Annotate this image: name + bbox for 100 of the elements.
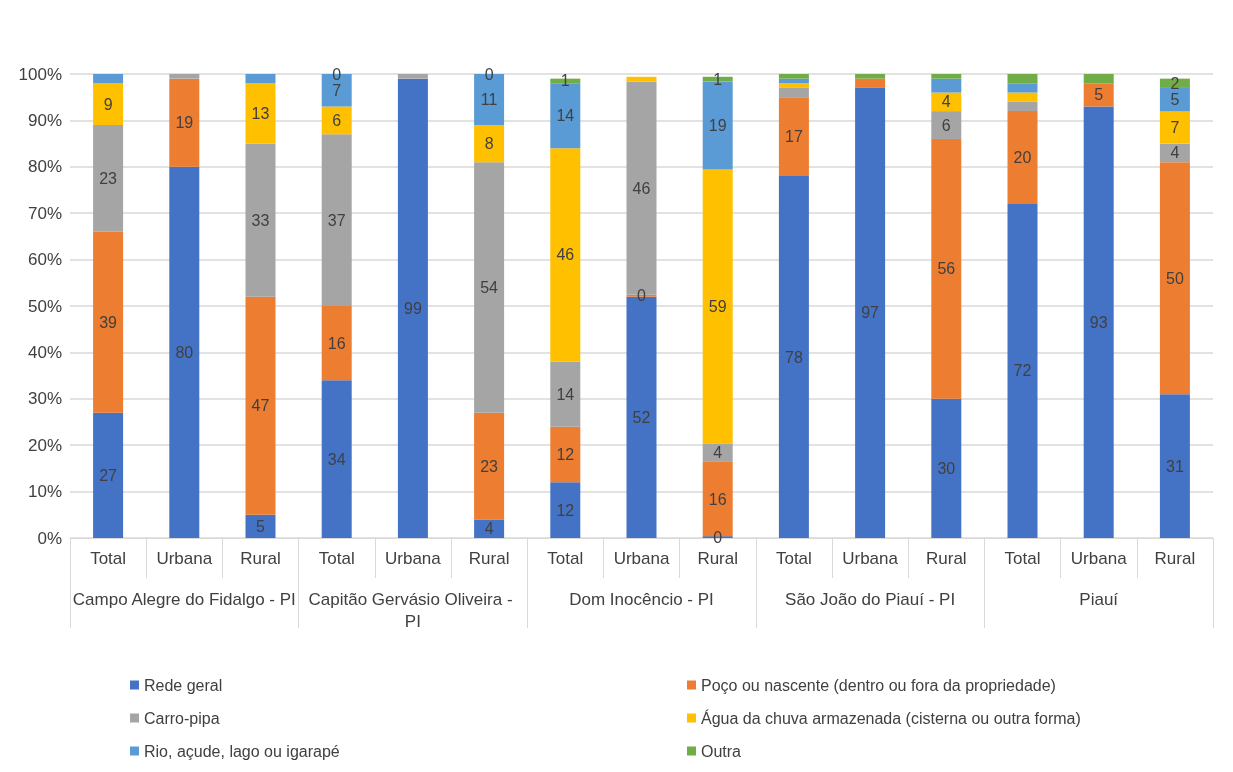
bar	[1007, 111, 1038, 204]
data-label: 78	[785, 348, 803, 366]
data-label: 52	[632, 408, 651, 426]
bar	[702, 169, 733, 444]
bar	[778, 97, 809, 177]
data-label: 6	[332, 111, 342, 129]
y-tick-label: 10%	[27, 482, 62, 502]
bar	[1007, 101, 1038, 112]
bar	[321, 380, 352, 538]
data-label: 8	[484, 135, 494, 153]
data-label: 97	[861, 304, 880, 322]
x-tick-label: Urbana	[385, 549, 442, 568]
data-label: 19	[708, 117, 727, 134]
data-label: 11	[480, 91, 498, 109]
bar	[550, 148, 581, 362]
x-tick-label: Rural	[697, 549, 739, 568]
bar	[245, 296, 276, 515]
data-label: 59	[708, 297, 727, 315]
bar	[550, 482, 581, 538]
y-tick-label: 80%	[27, 157, 62, 177]
bar	[550, 426, 581, 483]
bar	[397, 78, 428, 538]
x-tick-label: Total	[1004, 549, 1041, 568]
data-label: 7	[1170, 118, 1180, 136]
y-tick-label: 70%	[27, 203, 62, 223]
bar	[321, 306, 352, 381]
data-label: 13	[251, 104, 270, 122]
bar	[93, 412, 124, 538]
bar	[1159, 394, 1190, 538]
bar	[931, 74, 962, 79]
x-tick-label: Urbana	[156, 549, 213, 568]
data-label: 99	[404, 299, 422, 317]
data-label: 30	[937, 459, 956, 477]
bar	[702, 443, 733, 462]
bar	[474, 519, 505, 538]
bar	[778, 176, 809, 538]
text: Piauí	[1079, 589, 1119, 609]
bar	[931, 111, 962, 139]
data-label: 34	[327, 450, 346, 468]
x-tick-label: Rural	[1154, 549, 1196, 568]
data-label: 16	[708, 490, 727, 508]
bar	[1159, 111, 1190, 144]
bar	[93, 83, 124, 126]
bar	[855, 74, 886, 79]
data-label: 56	[937, 260, 956, 278]
data-label: 4	[941, 93, 951, 111]
legend-label: Carro-pipa	[144, 709, 220, 727]
bar	[474, 412, 505, 520]
y-tick-label: 30%	[27, 389, 62, 409]
bar	[1083, 83, 1114, 107]
data-label: 12	[556, 445, 575, 463]
bar	[931, 78, 962, 93]
x-tick-label: Urbana	[842, 549, 899, 568]
data-label: 0	[713, 528, 723, 546]
bar	[1007, 92, 1038, 102]
data-label: 17	[785, 128, 803, 146]
x-tick-label: Total	[90, 549, 127, 568]
data-label: 47	[251, 397, 270, 415]
data-label: 50	[1166, 269, 1184, 287]
data-label: 14	[556, 107, 575, 125]
data-label: 37	[327, 211, 346, 229]
data-label: 16	[327, 334, 346, 352]
x-tick-label: Rural	[925, 549, 967, 568]
bar	[1007, 83, 1038, 93]
bar	[778, 83, 809, 88]
bar	[855, 87, 886, 538]
bar	[245, 74, 276, 84]
data-label: 80	[175, 343, 194, 361]
x-tick-label: Urbana	[613, 549, 670, 568]
bar	[931, 138, 962, 399]
data-label: 5	[1094, 86, 1104, 104]
bar	[1083, 74, 1114, 84]
data-label: 46	[556, 246, 575, 264]
text: São João do Piauí - PI	[785, 589, 956, 609]
y-tick-label: 20%	[27, 435, 62, 455]
y-tick-label: 40%	[27, 342, 62, 362]
bar	[169, 166, 200, 538]
bar	[1159, 162, 1190, 395]
legend-label: Poço ou nascente (dentro ou fora da propriedade)	[701, 676, 1056, 694]
y-tick-label: 50%	[27, 296, 62, 316]
data-label: 5	[256, 517, 266, 535]
bar	[245, 143, 276, 297]
text: Capitão Gervásio Oliveira - PI	[308, 589, 518, 631]
data-label: 0	[637, 287, 647, 305]
data-label: 46	[632, 179, 651, 197]
x-tick-label: Rural	[468, 549, 510, 568]
bar	[931, 398, 962, 538]
data-label: 39	[99, 313, 118, 331]
data-label: 72	[1013, 362, 1032, 380]
data-label: 14	[556, 385, 575, 403]
data-label: 9	[103, 95, 113, 113]
bar	[1083, 106, 1114, 538]
x-tick-label: Urbana	[1070, 549, 1128, 568]
bar	[93, 125, 124, 232]
bar	[93, 74, 124, 84]
legend-label: Água da chuva armazenada (cisterna ou outra forma)	[701, 708, 1081, 727]
bar	[245, 514, 276, 538]
x-tick-label: Total	[318, 549, 355, 568]
data-label: 4	[713, 444, 723, 462]
bar	[169, 78, 200, 167]
